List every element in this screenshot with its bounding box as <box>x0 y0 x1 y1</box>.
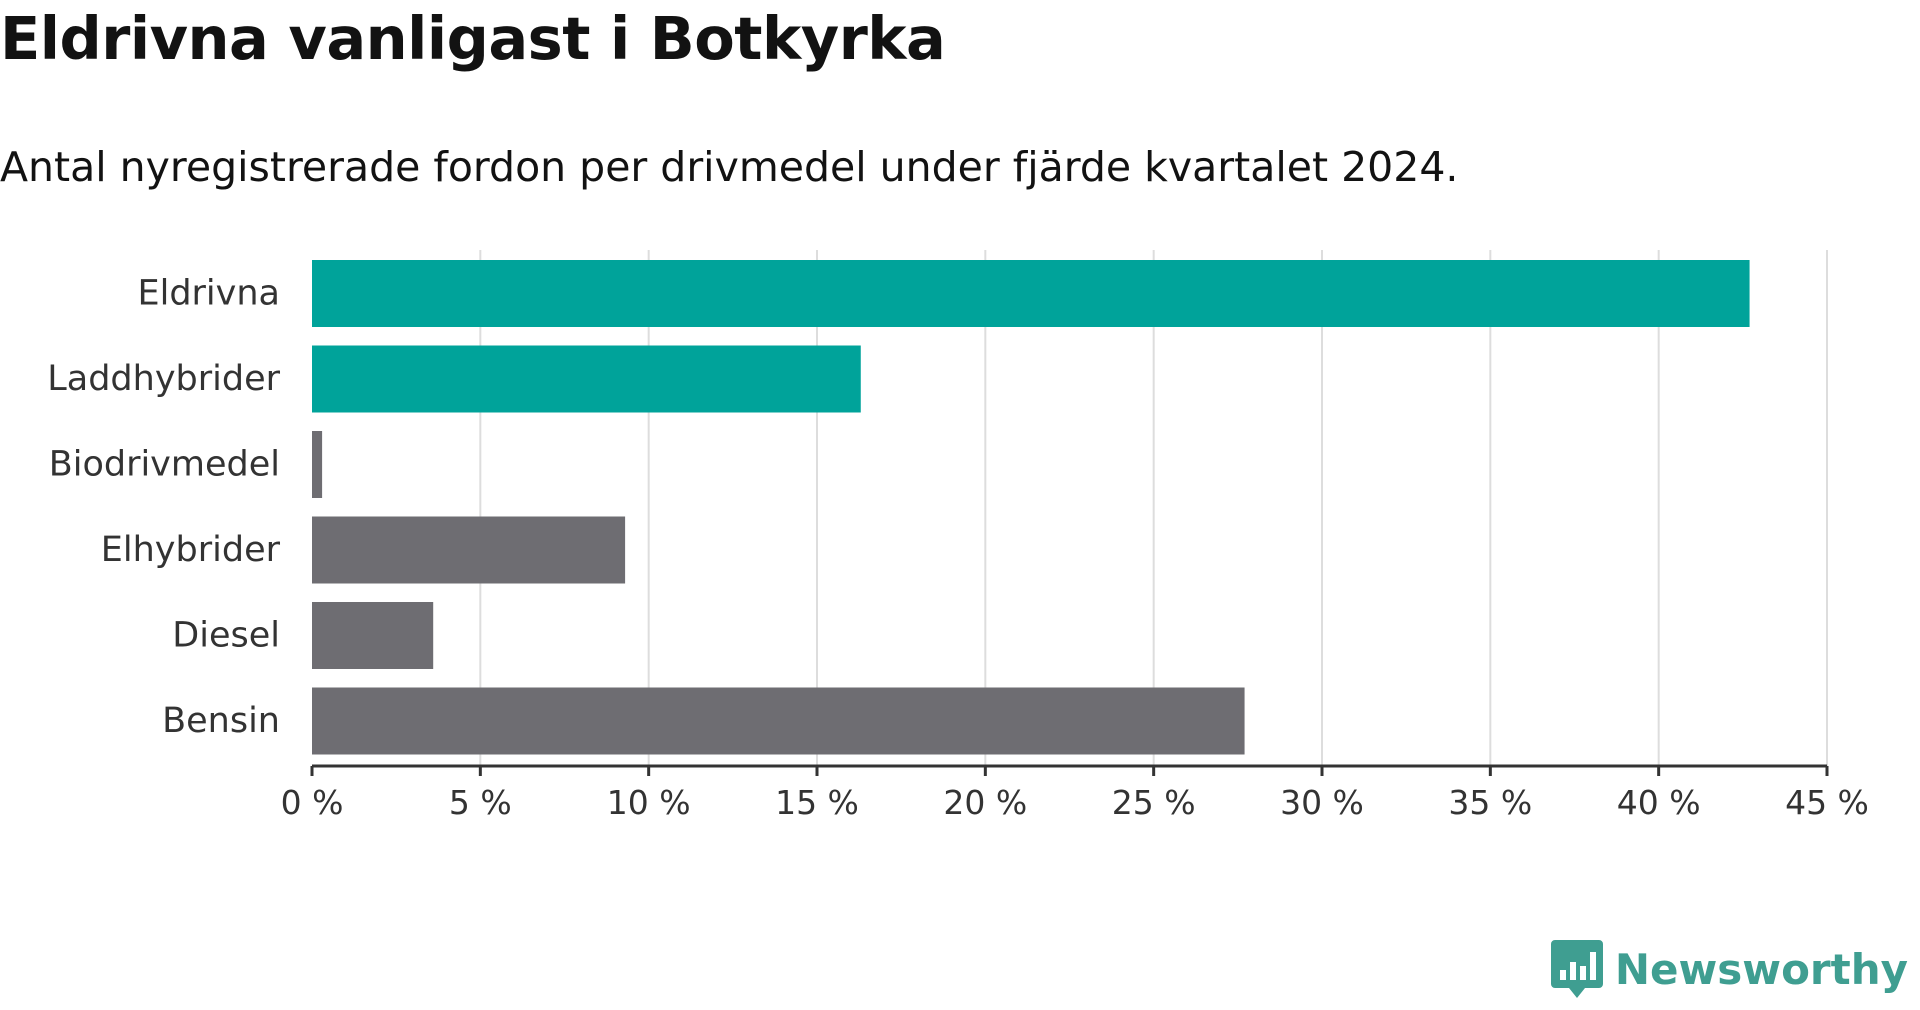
x-tick-label: 0 % <box>281 783 344 822</box>
category-label: Bensin <box>162 701 280 741</box>
x-tick-label: 40 % <box>1617 783 1701 822</box>
bar <box>312 431 323 498</box>
x-tick-label: 35 % <box>1448 783 1532 822</box>
chart-subtitle: Antal nyregistrerade fordon per drivmede… <box>0 143 1459 191</box>
x-tick-label: 10 % <box>607 783 691 822</box>
bar <box>312 602 434 669</box>
chart-title: Eldrivna vanligast i Botkyrka <box>0 4 946 73</box>
category-label: Laddhybrider <box>47 359 280 399</box>
bar <box>312 687 1245 755</box>
category-label: Elhybrider <box>101 530 281 570</box>
brand-name: Newsworthy <box>1614 944 1908 994</box>
x-tick-label: 30 % <box>1280 783 1364 822</box>
x-tick-label: 20 % <box>943 783 1027 822</box>
x-tick-label: 25 % <box>1112 783 1196 822</box>
category-label: Eldrivna <box>137 274 280 314</box>
bar <box>312 345 861 413</box>
newsworthy-logo: Newsworthy <box>1550 940 1908 998</box>
bar-chart: Eldrivna Laddhybrider Biodrivmedel Elhybrid… <box>47 250 1869 822</box>
category-label: Diesel <box>172 616 280 656</box>
bar <box>312 516 626 584</box>
x-tick-label: 45 % <box>1785 783 1869 822</box>
category-label: Biodrivmedel <box>49 445 280 485</box>
bar <box>312 260 1750 327</box>
newsworthy-logo-icon <box>1550 940 1603 998</box>
x-tick-label: 15 % <box>775 783 859 822</box>
x-tick-label: 5 % <box>449 783 512 822</box>
